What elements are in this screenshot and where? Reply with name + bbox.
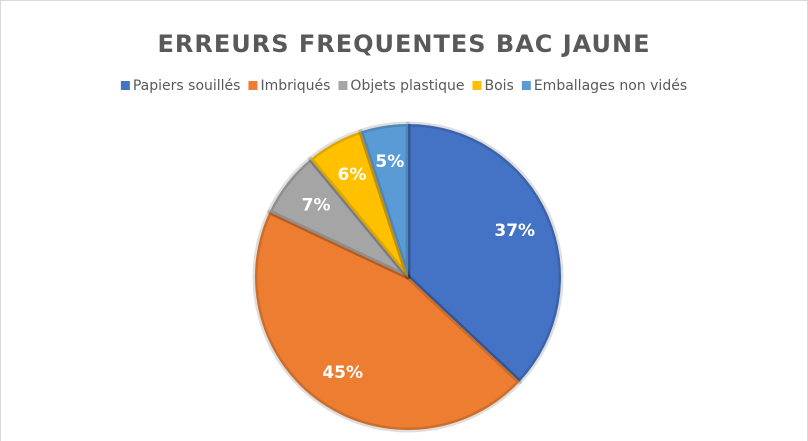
pie-slice — [358, 121, 411, 280]
data-label: 6% — [338, 165, 367, 185]
pie-slice — [405, 121, 564, 385]
data-label: 37% — [494, 221, 535, 241]
pie-slice — [252, 209, 523, 433]
legend-label: Emballages non vidés — [534, 78, 687, 94]
legend-swatch — [521, 81, 531, 90]
legend-label: Objets plastique — [350, 78, 464, 94]
legend-swatch — [248, 81, 258, 90]
legend-swatch — [472, 81, 482, 90]
data-label: 7% — [302, 196, 331, 216]
data-label: 45% — [322, 363, 363, 383]
data-label: 5% — [375, 152, 404, 172]
legend-label: Imbriqués — [260, 78, 330, 94]
chart-title: ERREURS FREQUENTES BAC JAUNE — [158, 30, 651, 58]
legend-label: Papiers souillés — [133, 78, 241, 94]
legend-swatch — [338, 81, 348, 90]
pie-slice — [307, 128, 411, 280]
legend: Papiers souillés Imbriqués Objets plastiqu… — [120, 78, 687, 94]
legend-swatch — [120, 81, 130, 90]
pie-slice — [267, 156, 411, 280]
legend-label: Bois — [484, 78, 513, 94]
